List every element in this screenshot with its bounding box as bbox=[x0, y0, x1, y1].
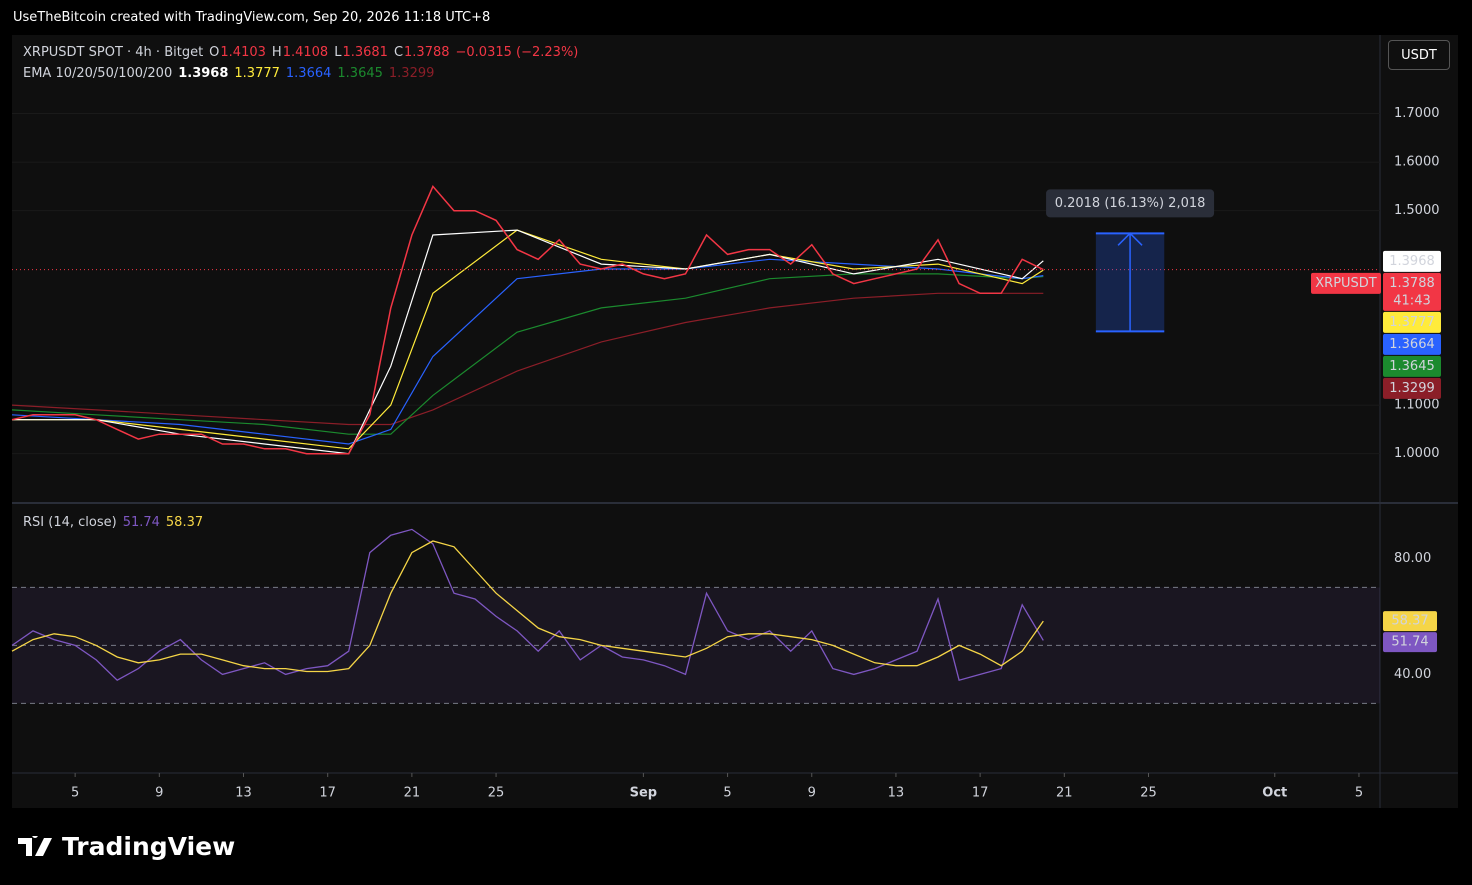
rsi-tag-label: 58.37 bbox=[1391, 614, 1428, 629]
x-tick-label: 9 bbox=[808, 786, 816, 801]
price-tag-label: 1.3968 bbox=[1389, 254, 1435, 269]
x-tick-label: 21 bbox=[404, 786, 421, 801]
rsi-tag bbox=[1383, 611, 1437, 632]
y-tick-label: 40.00 bbox=[1394, 667, 1431, 682]
ohlc-value: 1.3788 bbox=[404, 45, 450, 60]
ema-line bbox=[11, 258, 1044, 445]
rsi-value: 51.74 bbox=[122, 515, 160, 530]
rsi-tag bbox=[1383, 632, 1437, 653]
ema-legend: EMA 10/20/50/100/200 1.3968 1.3777 1.3664 1.… bbox=[23, 66, 440, 81]
measure-label: 0.2018 (16.13%) 2,018 bbox=[1055, 196, 1206, 211]
x-tick-label: 25 bbox=[488, 786, 505, 801]
rsi-line bbox=[11, 528, 1044, 682]
y-tick-label: 80.00 bbox=[1394, 551, 1431, 566]
x-tick-label: 21 bbox=[1056, 786, 1073, 801]
measure-label-bg bbox=[1046, 189, 1215, 218]
price-tag bbox=[1383, 377, 1441, 399]
rsi-legend: RSI (14, close) 51.74 58.37 bbox=[23, 515, 209, 530]
ema-value: 1.3645 bbox=[337, 66, 383, 81]
ohlc-value: 1.4108 bbox=[282, 45, 329, 60]
countdown: 41:43 bbox=[1393, 293, 1430, 308]
price-tag-label: 1.3664 bbox=[1389, 337, 1435, 352]
x-tick-label: 5 bbox=[1355, 786, 1363, 801]
x-tick-label: 17 bbox=[972, 786, 989, 801]
symbol-tag bbox=[1311, 272, 1381, 294]
x-tick-label: 25 bbox=[1140, 786, 1157, 801]
brand: TradingView bbox=[18, 832, 235, 861]
price-tag-label: 1.3299 bbox=[1389, 381, 1435, 396]
price-tag bbox=[1383, 355, 1441, 377]
ema-value: 1.3968 bbox=[178, 66, 229, 81]
x-tick-label: Oct bbox=[1262, 786, 1287, 801]
y-tick-label: 1.6000 bbox=[1394, 155, 1440, 170]
price-legend: XRPUSDT SPOT · 4h · Bitget O1.4103 H1.4108… bbox=[23, 45, 584, 60]
rsi-title: RSI (14, close) bbox=[23, 515, 117, 530]
currency-button[interactable]: USDT bbox=[1388, 40, 1450, 70]
price-tag bbox=[1383, 272, 1441, 311]
measure-arrow bbox=[1117, 232, 1143, 332]
attribution: UseTheBitcoin created with TradingView.c… bbox=[13, 10, 491, 25]
rsi-value: 58.37 bbox=[165, 515, 204, 530]
ohlc-value: 1.4103 bbox=[220, 45, 266, 60]
x-tick-label: 9 bbox=[155, 786, 163, 801]
ema-title: EMA 10/20/50/100/200 bbox=[23, 66, 173, 81]
symbol-title: XRPUSDT SPOT · 4h · Bitget bbox=[23, 45, 204, 60]
ohlc-key: O bbox=[209, 45, 220, 60]
ema-value: 1.3664 bbox=[285, 66, 332, 81]
ema-line bbox=[11, 292, 1044, 426]
y-tick-label: 1.5000 bbox=[1394, 203, 1440, 218]
price-tag-label: 1.3788 bbox=[1389, 276, 1435, 291]
price-line bbox=[11, 185, 1044, 455]
x-tick-label: 5 bbox=[723, 786, 731, 801]
x-tick-label: Sep bbox=[630, 786, 658, 801]
x-tick-label: 17 bbox=[319, 786, 336, 801]
price-tag bbox=[1383, 250, 1441, 272]
price-tag-label: 1.3777 bbox=[1389, 315, 1435, 330]
x-tick-label: 13 bbox=[888, 786, 905, 801]
ohlc-key: H bbox=[271, 45, 282, 60]
price-tag-label: 1.3645 bbox=[1389, 359, 1435, 374]
ema-value: 1.3299 bbox=[388, 66, 435, 81]
rsi-line bbox=[11, 540, 1044, 673]
y-tick-label: 1.7000 bbox=[1394, 106, 1440, 121]
brand-logo bbox=[18, 835, 52, 856]
price-tag bbox=[1383, 311, 1441, 333]
brand-name: TradingView bbox=[62, 832, 236, 861]
plot: 1.7000 1.6000 1.5000 1.1000 1.0000 80.00 40.00… bbox=[11, 106, 1441, 801]
price-tag bbox=[1383, 333, 1441, 355]
ohlc-key: C bbox=[393, 45, 404, 60]
panel bbox=[12, 35, 1458, 808]
ohlc-key: L bbox=[334, 45, 342, 60]
y-tick-label: 1.1000 bbox=[1394, 398, 1440, 413]
symbol-tag-label: XRPUSDT bbox=[1315, 276, 1377, 291]
x-tick-label: 5 bbox=[71, 786, 79, 801]
ema-value: 1.3777 bbox=[234, 66, 280, 81]
ema-line bbox=[11, 273, 1044, 435]
ohlc-value: 1.3681 bbox=[342, 45, 388, 60]
y-tick-label: 1.0000 bbox=[1394, 446, 1440, 461]
rsi-tag-label: 51.74 bbox=[1391, 635, 1428, 650]
x-tick-label: 13 bbox=[235, 786, 252, 801]
change: −0.0315 (−2.23%) bbox=[455, 45, 579, 60]
